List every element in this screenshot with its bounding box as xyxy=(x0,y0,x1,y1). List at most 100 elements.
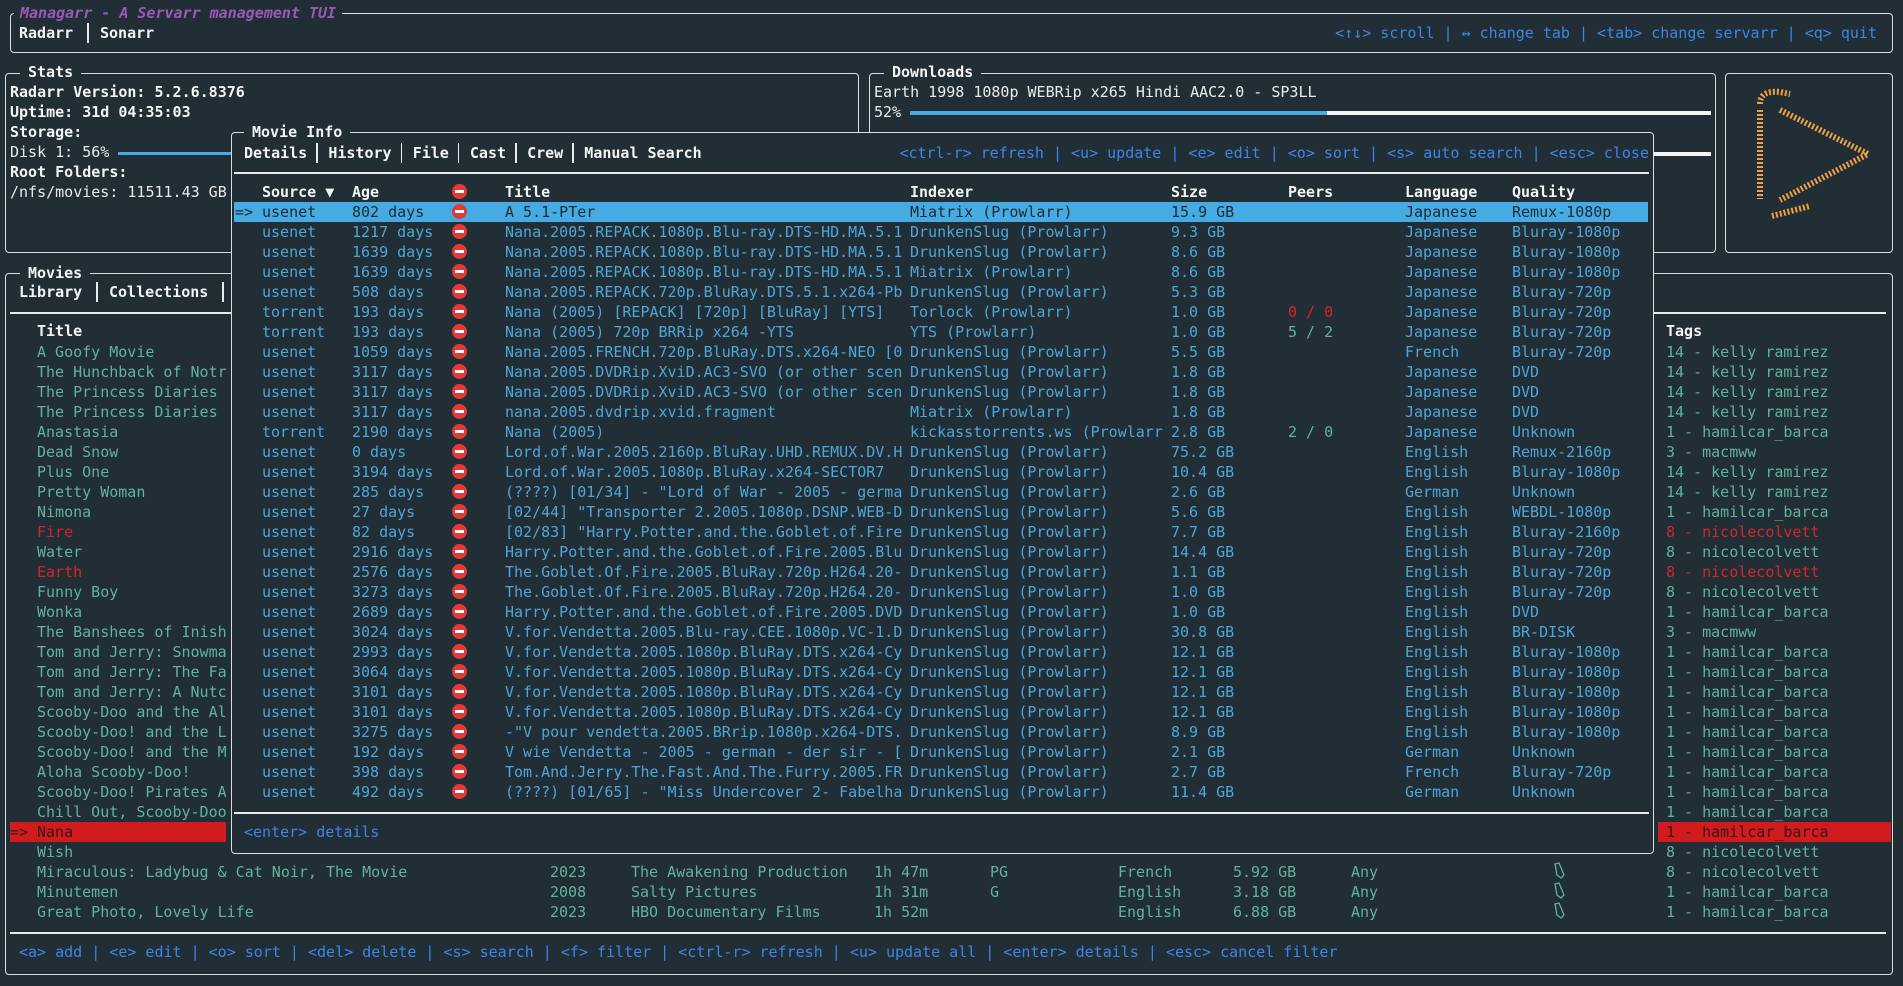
movie-title[interactable]: Scooby-Doo! and the M xyxy=(37,743,226,761)
movie-title[interactable]: Scooby-Doo! Pirates A xyxy=(37,783,226,801)
column-header-quality[interactable]: Quality xyxy=(1512,183,1576,201)
release-language: English xyxy=(1405,643,1469,661)
movie-title[interactable]: Wish xyxy=(37,843,74,861)
column-header-size[interactable]: Size xyxy=(1171,183,1208,201)
tab-library[interactable]: Library xyxy=(19,283,83,301)
tab-sonarr[interactable]: Sonarr xyxy=(100,24,155,42)
release-language: English xyxy=(1405,603,1469,621)
release-release-title: (????) [01/34] - "Lord of War - 2005 - g… xyxy=(505,483,903,501)
release-source: usenet xyxy=(262,743,317,761)
movie-title[interactable]: The Banshees of Inish xyxy=(37,623,226,641)
release-quality: Bluray-720p xyxy=(1512,543,1612,561)
movie-title[interactable]: Nimona xyxy=(37,503,92,521)
column-header-peers[interactable]: Peers xyxy=(1288,183,1334,201)
release-indexer: DrunkenSlug (Prowlarr) xyxy=(910,683,1109,701)
release-language: English xyxy=(1405,523,1469,541)
movie-title[interactable]: Water xyxy=(37,543,83,561)
movie-title[interactable]: Nana xyxy=(37,823,74,841)
tab-crew[interactable]: Crew xyxy=(527,144,564,162)
release-language: German xyxy=(1405,783,1460,801)
movie-title[interactable]: Plus One xyxy=(37,463,110,481)
movie-title[interactable]: Great Photo, Lovely Life xyxy=(37,903,254,921)
column-header-source[interactable]: Source ▼ xyxy=(262,183,335,201)
movie-title[interactable]: Wonka xyxy=(37,603,83,621)
tab-manual-search[interactable]: Manual Search xyxy=(584,144,702,162)
release-indexer: DrunkenSlug (Prowlarr) xyxy=(910,763,1109,781)
movie-title[interactable]: A Goofy Movie xyxy=(37,343,155,361)
release-quality: Bluray-720p xyxy=(1512,323,1612,341)
release-size: 10.4 GB xyxy=(1171,463,1235,481)
tab-history[interactable]: History xyxy=(328,144,392,162)
release-language: French xyxy=(1405,763,1460,781)
download-name: Earth 1998 1080p WEBRip x265 Hindi AAC2.… xyxy=(874,83,1317,101)
movie-title[interactable]: Earth xyxy=(37,563,83,581)
release-language: English xyxy=(1405,443,1469,461)
release-age: 2576 days xyxy=(352,563,434,581)
movie-rating: G xyxy=(990,883,1000,901)
movie-title[interactable]: Miraculous: Ladybug & Cat Noir, The Movi… xyxy=(37,863,408,881)
movie-info-footer-help: <enter> details xyxy=(244,823,380,841)
column-header-indexer[interactable]: Indexer xyxy=(910,183,974,201)
release-peers: 5 / 2 xyxy=(1288,323,1334,341)
release-quality: Bluray-720p xyxy=(1512,563,1612,581)
release-release-title: V.for.Vendetta.2005.Blu-ray.CEE.1080p.VC… xyxy=(505,623,903,641)
release-age: 3117 days xyxy=(352,363,434,381)
movie-title[interactable]: Anastasia xyxy=(37,423,119,441)
release-size: 30.8 GB xyxy=(1171,623,1235,641)
movie-title[interactable]: Scooby-Doo! and the L xyxy=(37,723,226,741)
movie-title[interactable]: Aloha Scooby-Doo! xyxy=(37,763,191,781)
movie-runtime: 1h 47m xyxy=(874,863,929,881)
disk-label: Disk 1: 56% xyxy=(10,143,110,161)
tab-details[interactable]: Details xyxy=(244,144,308,162)
release-age: 3273 days xyxy=(352,583,434,601)
radarr-version: Radarr Version: 5.2.6.8376 xyxy=(10,83,245,101)
release-quality: Bluray-720p xyxy=(1512,763,1612,781)
movie-tags: 1 - hamilcar_barca xyxy=(1666,683,1829,701)
tab-collections[interactable]: Collections xyxy=(109,283,209,301)
movie-tags: 1 - hamilcar_barca xyxy=(1666,503,1829,521)
movie-title[interactable]: Tom and Jerry: Snowma xyxy=(37,643,226,661)
release-source: usenet xyxy=(262,243,317,261)
movie-title[interactable]: Fire xyxy=(37,523,74,541)
movie-title[interactable]: The Princess Diaries xyxy=(37,383,218,401)
blocked-icon xyxy=(452,284,467,299)
release-quality: Remux-2160p xyxy=(1512,443,1612,461)
blocked-icon xyxy=(452,384,467,399)
movie-title[interactable]: Minutemen xyxy=(37,883,119,901)
movie-runtime: 1h 31m xyxy=(874,883,929,901)
release-age: 3117 days xyxy=(352,383,434,401)
release-size: 12.1 GB xyxy=(1171,643,1235,661)
release-size: 2.1 GB xyxy=(1171,743,1226,761)
movie-tags: 1 - hamilcar_barca xyxy=(1666,743,1829,761)
release-language: Japanese xyxy=(1405,223,1478,241)
movie-tags: 1 - hamilcar_barca xyxy=(1666,803,1829,821)
movie-title[interactable]: Funny Boy xyxy=(37,583,119,601)
release-size: 14.4 GB xyxy=(1171,543,1235,561)
column-header-release-title[interactable]: Title xyxy=(505,183,551,201)
movie-title[interactable]: The Princess Diaries xyxy=(37,403,218,421)
release-quality: Bluray-1080p xyxy=(1512,463,1621,481)
movie-title[interactable]: Pretty Woman xyxy=(37,483,146,501)
tab-file[interactable]: File xyxy=(412,144,449,162)
release-release-title: Nana.2005.DVDRip.XviD.AC3-SVO (or other … xyxy=(505,363,903,381)
release-indexer: DrunkenSlug (Prowlarr) xyxy=(910,563,1109,581)
blocked-icon xyxy=(452,424,467,439)
column-header-age[interactable]: Age xyxy=(352,183,380,201)
storage-label: Storage: xyxy=(10,123,83,141)
movie-title[interactable]: Dead Snow xyxy=(37,443,119,461)
movie-title[interactable]: Scooby-Doo and the Al xyxy=(37,703,226,721)
movie-studio: Salty Pictures xyxy=(631,883,758,901)
tab-cast[interactable]: Cast xyxy=(469,144,507,162)
column-header-language[interactable]: Language xyxy=(1405,183,1478,201)
release-row[interactable] xyxy=(234,202,1648,222)
movie-title[interactable]: Chill Out, Scooby-Doo xyxy=(37,803,226,821)
movie-title[interactable]: Tom and Jerry: The Fa xyxy=(37,663,226,681)
tab-radarr[interactable]: Radarr xyxy=(19,24,74,42)
release-quality: Bluray-720p xyxy=(1512,303,1612,321)
tab-divider xyxy=(400,143,403,163)
release-age: 802 days xyxy=(352,203,425,221)
movie-title[interactable]: Tom and Jerry: A Nutc xyxy=(37,683,226,701)
release-size: 2.8 GB xyxy=(1171,423,1226,441)
movie-title[interactable]: The Hunchback of Notr xyxy=(37,363,226,381)
release-indexer: DrunkenSlug (Prowlarr) xyxy=(910,363,1109,381)
